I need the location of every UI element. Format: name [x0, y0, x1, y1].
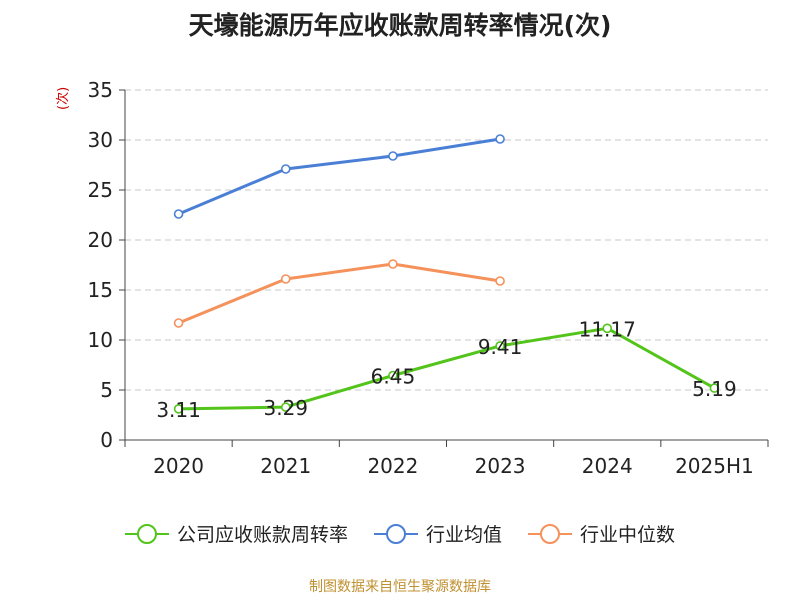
data-point: [709, 383, 720, 393]
line-chart: 0 5 10 15 20 25 30 35 2020 2021 2022 2023 2024 2025H1…: [88, 78, 769, 478]
data-point: [388, 151, 398, 161]
series-line: [178, 137, 501, 216]
legend-label: 公司应收账款周转率: [176, 524, 348, 546]
data-label: 3.11: [156, 398, 201, 422]
legend-item[interactable]: 公司应收账款周转率: [124, 520, 348, 547]
data-source: 制图数据来自恒生聚源数据库: [309, 579, 491, 595]
series-line: [178, 326, 716, 411]
data-point: [602, 323, 613, 334]
x-tick-label: 2021: [260, 454, 311, 478]
data-point: [173, 209, 184, 219]
y-tick-label: 25: [88, 178, 113, 202]
data-point: [388, 259, 398, 269]
data-point: [280, 402, 291, 412]
data-point: [495, 276, 505, 286]
y-tick-label: 35: [88, 78, 113, 102]
data-label: 9.41: [478, 335, 523, 359]
y-tick-label: 10: [88, 328, 113, 352]
legend-item[interactable]: 行业中位数: [528, 520, 675, 547]
legend-label: 行业中位数: [580, 524, 676, 546]
y-tick-label: 0: [100, 428, 113, 452]
data-label: 3.29: [263, 396, 308, 420]
data-label: 11.17: [579, 317, 636, 341]
y-tick-label: 15: [88, 278, 113, 302]
legend-swatch-icon: [124, 523, 169, 544]
chart-title: 天壕能源历年应收账款周转率情况(次): [188, 11, 612, 40]
data-label: 6.45: [371, 365, 416, 389]
data-point: [280, 274, 291, 284]
x-tick-label: 2023: [475, 454, 526, 478]
data-point: [280, 164, 291, 174]
data-point: [495, 134, 505, 144]
data-point: [173, 404, 184, 414]
x-tick-label: 2024: [582, 454, 633, 478]
legend-swatch-icon: [528, 523, 572, 544]
legend-label: 行业均值: [425, 524, 502, 546]
legend-swatch-icon: [373, 523, 418, 544]
x-tick-label: 2025H1: [675, 454, 754, 478]
y-tick-label: 20: [88, 228, 113, 252]
x-tick-label: 2020: [153, 454, 204, 478]
y-tick-label: 30: [88, 128, 113, 152]
data-point: [388, 370, 398, 381]
data-point: [495, 341, 505, 351]
data-point: [173, 318, 184, 328]
legend-item[interactable]: 行业均值: [373, 520, 502, 547]
data-label: 5.19: [692, 377, 737, 401]
x-tick-label: 2022: [367, 454, 418, 478]
legend: 公司应收账款周转率 行业均值 行业中位数: [0, 520, 800, 547]
y-tick-label: 5: [100, 378, 113, 402]
series-line: [178, 262, 501, 325]
